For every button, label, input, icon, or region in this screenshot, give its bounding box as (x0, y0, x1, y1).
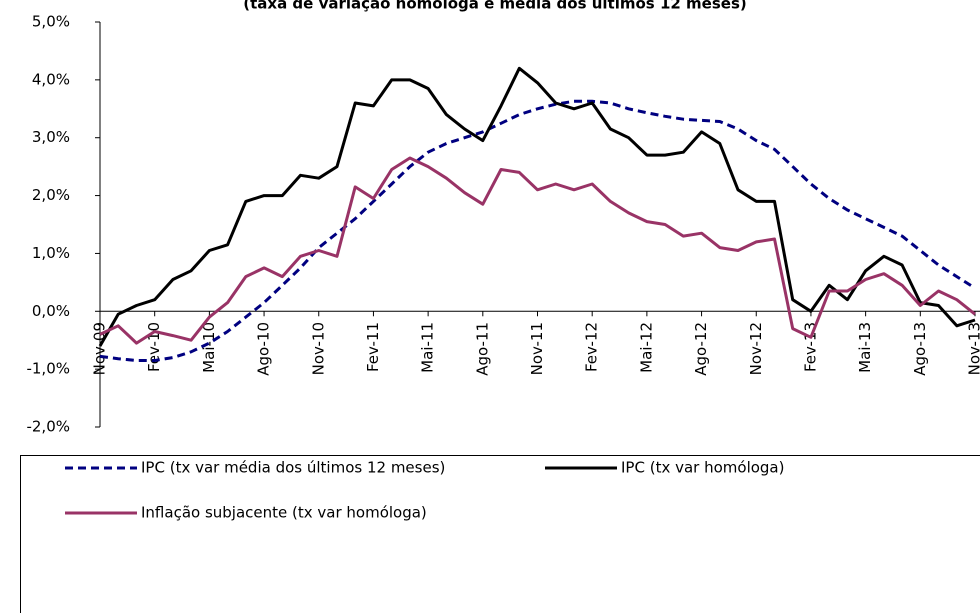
x-tick-label: Ago-12 (692, 322, 710, 376)
x-tick-label: Nov-09 (91, 322, 109, 375)
series-line (99, 99, 976, 362)
x-tick-label: Mai-11 (419, 322, 437, 373)
x-tick-label: Mai-10 (200, 322, 218, 373)
y-tick-label: -1,0% (26, 360, 70, 378)
x-tick-label: Nov-11 (528, 322, 546, 375)
legend-label: Inflação subjacente (tx var homóloga) (141, 504, 427, 522)
x-tick-label: Fev-10 (145, 322, 163, 372)
y-tick-label: 0,0% (32, 302, 70, 320)
y-tick-label: 4,0% (32, 70, 70, 88)
x-tick-label: Nov-10 (309, 322, 327, 375)
x-tick-label: Ago-10 (255, 322, 273, 376)
legend-label: IPC (tx var homóloga) (621, 459, 784, 477)
legend-label: IPC (tx var média dos últimos 12 meses) (141, 459, 445, 477)
x-tick-label: Nov-12 (747, 322, 765, 375)
y-tick-label: 5,0% (32, 13, 70, 31)
x-tick-label: Ago-11 (473, 322, 491, 376)
series-line (99, 156, 976, 345)
legend-box (20, 455, 980, 613)
y-tick-label: -2,0% (26, 418, 70, 436)
y-tick-label: 2,0% (32, 186, 70, 204)
x-tick-label: Nov-13 (966, 322, 980, 375)
x-tick-label: Fev-11 (364, 322, 382, 372)
x-tick-label: Mai-13 (856, 322, 874, 373)
x-tick-label: Fev-13 (801, 322, 819, 372)
x-tick-label: Ago-13 (911, 322, 929, 376)
y-tick-label: 1,0% (32, 244, 70, 262)
y-tick-label: 3,0% (32, 128, 70, 146)
x-tick-label: Fev-12 (583, 322, 601, 372)
chart-title: (taxa de variação homóloga e média dos ú… (243, 0, 746, 13)
x-tick-label: Mai-12 (637, 322, 655, 373)
series-line (98, 66, 976, 347)
